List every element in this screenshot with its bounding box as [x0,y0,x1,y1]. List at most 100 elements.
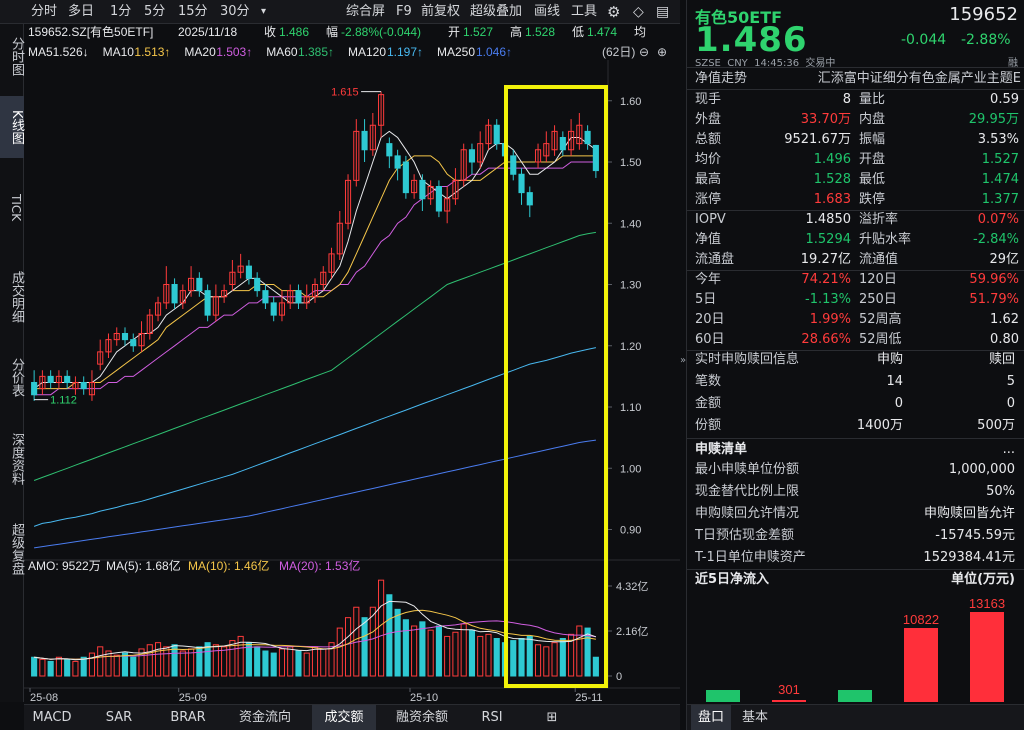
redeem-row: 笔数 14 5 [695,372,1021,392]
candle-body [526,192,533,206]
list-row: 现金替代比例上限 50% [695,482,1021,502]
composite-screen-button[interactable]: 综合屏 [346,4,386,19]
price-axis-label: 1.00 [620,463,641,475]
volume-bar [105,650,112,677]
candle-body [311,284,319,298]
stat-value: 1.5294 [805,232,852,247]
tab-trade-detail[interactable]: 成交明细 [9,271,24,323]
super-overlay-button[interactable]: 超级叠加 [470,4,523,19]
volume-bar [270,652,277,677]
tab-intraday[interactable]: 分时 [31,4,58,19]
tab-turnover[interactable]: 成交额 [312,705,376,730]
more-icon[interactable]: ▤ [656,4,670,20]
tab-rsi[interactable]: RSI [481,710,503,725]
last-price: 1.486 [695,20,808,60]
stat-value: 0.80 [990,332,1019,347]
candle-body [105,339,112,353]
list-row: T日预估现金差额 -15745.59元 [695,526,1021,546]
stat-value: 8 [842,92,851,107]
quote-stat-row: 外盘 33.70万 内盘 29.95万 [695,110,1021,130]
stat-label: 流通值 [859,252,899,267]
more-periods-icon[interactable]: ▾ [261,6,267,17]
draw-line-button[interactable]: 画线 [534,4,561,19]
nav-trend-label: 净值走势 [695,71,748,86]
ma-legend-name: MA10 [103,45,135,59]
tab-30min[interactable]: 30分 [220,4,250,19]
candle-body [320,271,327,285]
zoom-in-icon[interactable]: ⊕ [657,45,667,59]
stat-label: 量比 [859,92,886,107]
date-axis-label: 25-08 [30,692,58,704]
volume-bar [97,646,104,677]
volume-bar [369,606,376,677]
tab-basic[interactable]: 基本 [741,710,768,725]
candle-body [229,271,236,285]
tab-tick[interactable]: TICK [9,194,23,222]
price-axis-label: 1.10 [620,402,641,414]
collapse-panel-icon[interactable]: » [680,355,687,366]
date-axis-label: 25-11 [575,692,602,704]
tab-sar[interactable]: SAR [105,710,133,725]
tab-fund-flow[interactable]: 资金流向 [238,710,291,725]
tab-depth-data[interactable]: 深度资料 [9,433,24,485]
candle-body [510,155,517,175]
price-axis-label: 1.20 [620,341,641,353]
redeem-row: 金额 0 0 [695,394,1021,414]
tab-1min[interactable]: 1分 [110,4,132,19]
candle-body [163,284,170,304]
candle-body [80,382,87,390]
tab-15min[interactable]: 15分 [178,4,208,19]
ma-legend-name: MA120 [348,45,386,59]
volume-bar [468,629,476,677]
tab-5min[interactable]: 5分 [144,4,166,19]
stat-value: 59.96% [969,272,1019,287]
f9-button[interactable]: F9 [396,4,412,19]
alert-icon[interactable]: ◇ [633,4,644,20]
candle-body [592,144,599,172]
kline-chart-svg[interactable]: 1.60 1.50 1.40 1.30 1.20 1.10 1.00 0.90 4.32亿 2.1… [24,24,680,704]
candle-body [328,253,335,273]
candle-body [204,290,211,316]
zoom-out-icon[interactable]: ⊖ [639,45,649,59]
volume-bar [485,633,492,677]
stat-value: 1.377 [981,192,1019,207]
tab-macd[interactable]: MACD [32,710,72,725]
inflow-bar [772,700,806,702]
candle-body [278,302,286,316]
volume-axis-label: 4.32亿 [616,580,648,593]
list-more-button[interactable]: ... [1002,442,1015,457]
stat-label: 最高 [695,172,722,187]
volume-bar [179,650,186,677]
tools-button[interactable]: 工具 [571,4,598,19]
tab-super-review[interactable]: 超级复盘 [9,523,24,575]
stat-label: 涨停 [695,192,722,207]
volume-bar [196,646,203,677]
forward-adjust-button[interactable]: 前复权 [421,4,461,19]
volume-bar [130,656,137,677]
tab-order-book[interactable]: 盘口 [691,705,731,730]
stat-label: 溢折率 [859,212,899,227]
period-badge[interactable]: (62日) [602,45,635,59]
nav-trend-row[interactable]: 净值走势 汇添富中证细分有色金属产业主题E [695,69,1021,89]
price-axis-label: 0.90 [620,525,641,537]
volume-axis-label: 2.16亿 [616,625,648,638]
stat-label: 52周低 [859,332,902,347]
vol-ma5-label: MA(5): 1.68亿 [106,558,181,573]
add-indicator-button[interactable]: ⊞ [546,710,558,725]
candle-body [353,130,360,181]
tab-intraday-chart[interactable]: 分时图 [9,36,24,76]
list-row: T-1日单位申赎资产 1529384.41元 [695,548,1021,568]
settings-gear-icon[interactable]: ⚙ [607,3,621,21]
tab-multiday[interactable]: 多日 [68,4,95,19]
stat-value: 1.683 [813,192,851,207]
tab-margin-balance[interactable]: 融资余额 [395,710,448,725]
divider [687,350,1024,351]
volume-bar [237,635,244,677]
volume-bar [427,629,434,677]
volume-bar [204,642,211,677]
tab-brar[interactable]: BRAR [170,710,206,725]
redeem-sell-value: 500万 [977,418,1015,433]
tab-kline-chart[interactable]: K线图 [0,96,24,158]
kline-chart-area[interactable]: 1.60 1.50 1.40 1.30 1.20 1.10 1.00 0.90 4.32亿 2.1… [24,24,680,704]
tab-price-table[interactable]: 分价表 [9,357,24,397]
